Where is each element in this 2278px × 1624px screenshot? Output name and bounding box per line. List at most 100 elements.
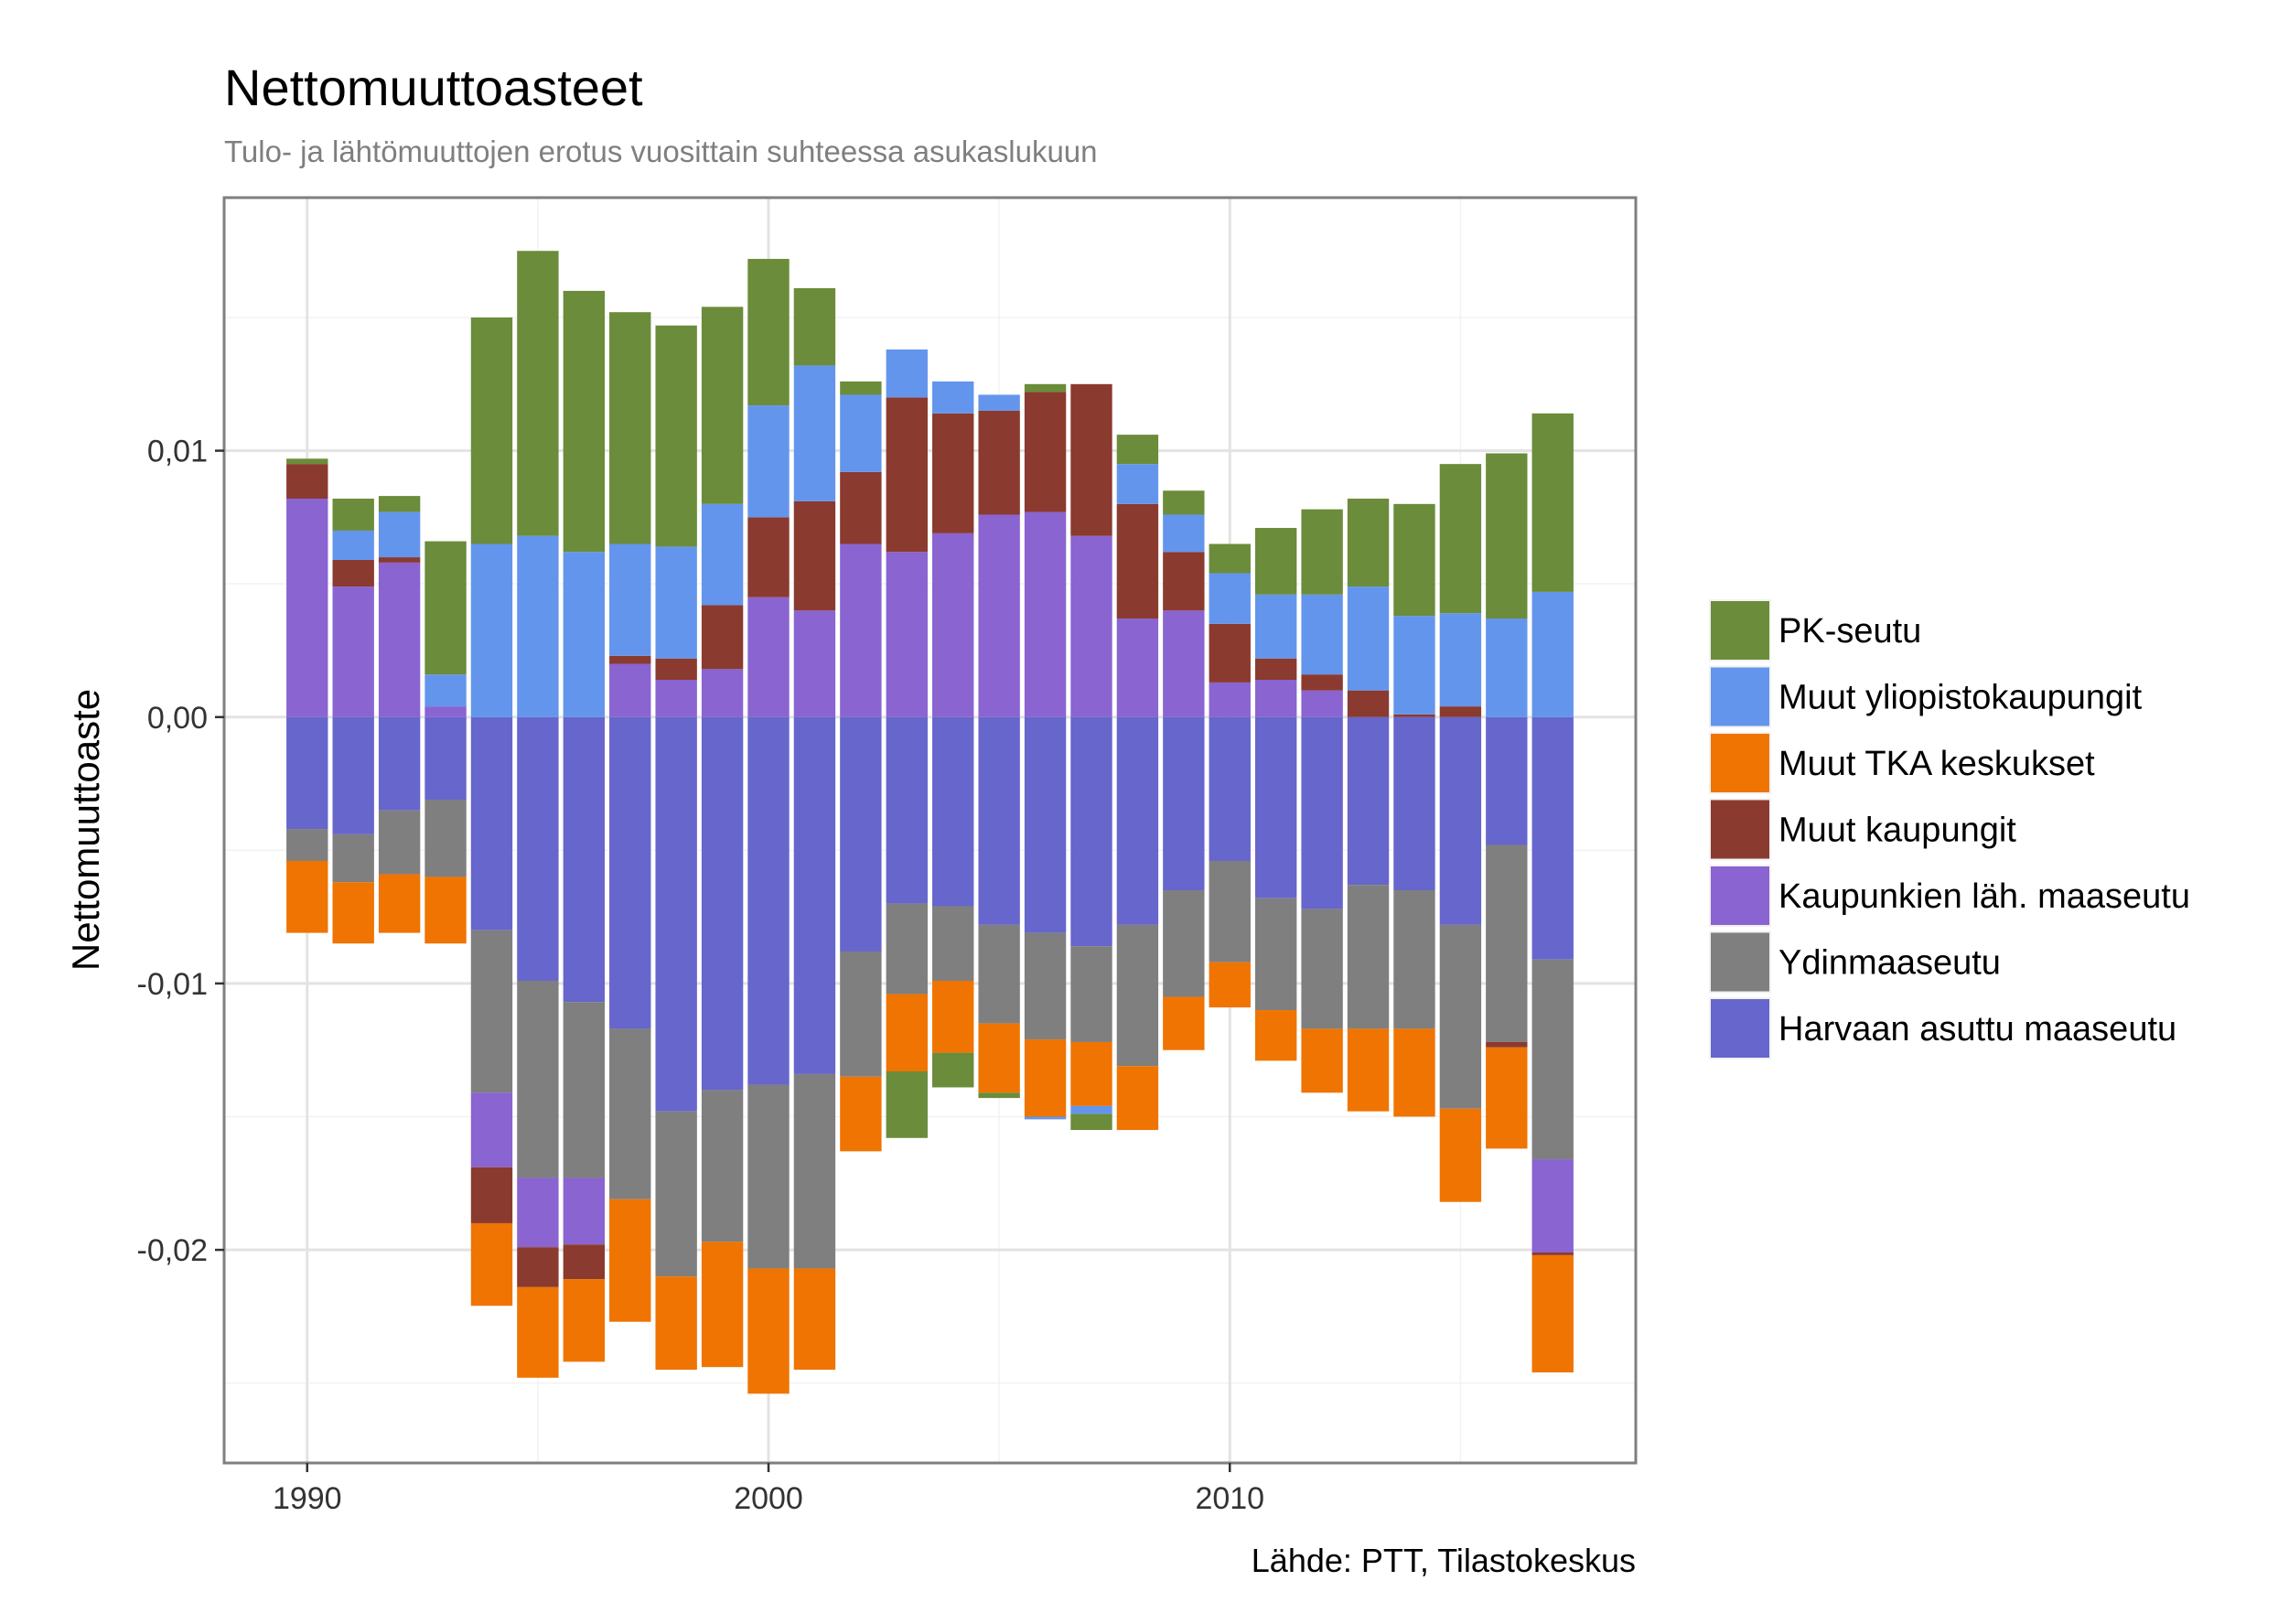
x-axis: 1990 2000 2010 bbox=[273, 1463, 1264, 1516]
bar-segment bbox=[1024, 932, 1067, 1040]
bar-segment bbox=[840, 394, 882, 472]
bar-segment bbox=[1070, 1105, 1112, 1114]
legend-item: Muut kaupungit bbox=[1709, 798, 2016, 861]
bar-segment bbox=[1024, 716, 1067, 933]
bar-segment bbox=[1393, 503, 1435, 617]
plot-area bbox=[222, 196, 1638, 1465]
bar-segment bbox=[332, 530, 374, 560]
bar-segment bbox=[1439, 716, 1482, 925]
bar-segment bbox=[563, 1279, 606, 1362]
bar-segment bbox=[1393, 716, 1435, 891]
bar-segment bbox=[886, 1070, 928, 1138]
bar-segment bbox=[978, 1092, 1020, 1099]
bar-segment bbox=[840, 471, 882, 544]
bar-segment bbox=[701, 307, 744, 504]
bar-segment bbox=[701, 716, 744, 1091]
bar-segment bbox=[470, 1222, 513, 1307]
bar-segment bbox=[1209, 716, 1251, 861]
bar-segment bbox=[1163, 610, 1205, 717]
bar-segment bbox=[932, 1052, 974, 1088]
legend-item: Ydinmaaseutu bbox=[1709, 930, 2001, 994]
bar-segment bbox=[1254, 528, 1297, 595]
bar-segment bbox=[655, 325, 697, 547]
bar-segment bbox=[1347, 690, 1390, 717]
bar-segment bbox=[1116, 716, 1159, 925]
legend-item: Muut TKA keskukset bbox=[1709, 732, 2095, 794]
bar-segment bbox=[563, 1002, 606, 1178]
bar-segment bbox=[978, 1023, 1020, 1093]
bar-segment bbox=[332, 499, 374, 531]
bar-segment bbox=[1301, 690, 1343, 717]
bar-segment bbox=[609, 312, 651, 544]
bar-segment bbox=[1393, 714, 1435, 717]
bar-segment bbox=[1301, 594, 1343, 675]
bar-segment bbox=[1116, 1066, 1159, 1131]
bar-segment bbox=[747, 1084, 790, 1269]
bar-segment bbox=[1163, 996, 1205, 1050]
bar-segment bbox=[793, 1073, 836, 1269]
bar-segment bbox=[1486, 716, 1528, 845]
bar-segment bbox=[1163, 514, 1205, 553]
bar-segment bbox=[1486, 1041, 1528, 1048]
legend-label: Kaupunkien läh. maaseutu bbox=[1778, 877, 2190, 916]
bar-segment bbox=[1486, 618, 1528, 717]
legend-label: PK-seutu bbox=[1778, 612, 1921, 651]
bar-segment bbox=[1301, 1028, 1343, 1093]
bar-segment bbox=[701, 503, 744, 606]
bar-segment bbox=[840, 1076, 882, 1152]
bar-segment bbox=[424, 800, 467, 877]
bar-segment bbox=[470, 543, 513, 717]
bar-segment bbox=[517, 535, 559, 717]
bar-segment bbox=[1254, 1010, 1297, 1061]
bar-segment bbox=[1070, 716, 1112, 947]
bar-segment bbox=[1024, 1039, 1067, 1117]
legend-item: Kaupunkien läh. maaseutu bbox=[1709, 865, 2190, 927]
bar-segment bbox=[609, 663, 651, 717]
bar-segment bbox=[424, 706, 467, 717]
bar-segment bbox=[978, 410, 1020, 515]
bar-segment bbox=[1531, 413, 1574, 592]
legend-key bbox=[1711, 601, 1769, 660]
bar-segment bbox=[978, 394, 1020, 411]
y-tick-label: -0,01 bbox=[137, 967, 209, 1002]
bar-segment bbox=[1116, 503, 1159, 619]
bar-segment bbox=[609, 655, 651, 664]
bar-segment bbox=[470, 1092, 513, 1167]
bar-segment bbox=[1070, 383, 1112, 536]
bar-segment bbox=[1531, 716, 1574, 960]
bar-segment bbox=[563, 1178, 606, 1245]
bar-segment bbox=[286, 829, 328, 861]
bar-segment bbox=[378, 511, 421, 558]
bar-segment bbox=[1024, 1116, 1067, 1120]
bar-segment bbox=[1531, 1252, 1574, 1255]
bar-segment bbox=[747, 1268, 790, 1394]
bar-segment bbox=[932, 413, 974, 533]
legend-key bbox=[1711, 999, 1769, 1058]
bar-segment bbox=[1254, 898, 1297, 1011]
bar-segment bbox=[978, 716, 1020, 925]
bar-segment bbox=[517, 251, 559, 536]
caption: Lähde: PTT, Tilastokeskus bbox=[1252, 1542, 1636, 1579]
bar-segment bbox=[378, 557, 421, 563]
bar-segment bbox=[1486, 1047, 1528, 1149]
legend-label: Ydinmaaseutu bbox=[1778, 944, 2001, 983]
bar-segment bbox=[793, 716, 836, 1074]
bar-segment bbox=[470, 1167, 513, 1223]
bar-segment bbox=[747, 258, 790, 406]
bar-segment bbox=[332, 559, 374, 587]
bar-segment bbox=[1347, 499, 1390, 587]
bar-segment bbox=[1439, 1108, 1482, 1202]
bar-segment bbox=[609, 1199, 651, 1322]
bar-segment bbox=[424, 716, 467, 801]
legend-label: Harvaan asuttu maaseutu bbox=[1778, 1010, 2176, 1049]
bar-segment bbox=[1163, 552, 1205, 611]
bar-segment bbox=[840, 951, 882, 1077]
bar-segment bbox=[1070, 535, 1112, 717]
bar-segment bbox=[1393, 1028, 1435, 1117]
bar-segment bbox=[793, 365, 836, 501]
bar-segment bbox=[886, 716, 928, 904]
bar-segment bbox=[470, 930, 513, 1093]
bar-segment bbox=[932, 381, 974, 414]
bar-segment bbox=[655, 716, 697, 1112]
